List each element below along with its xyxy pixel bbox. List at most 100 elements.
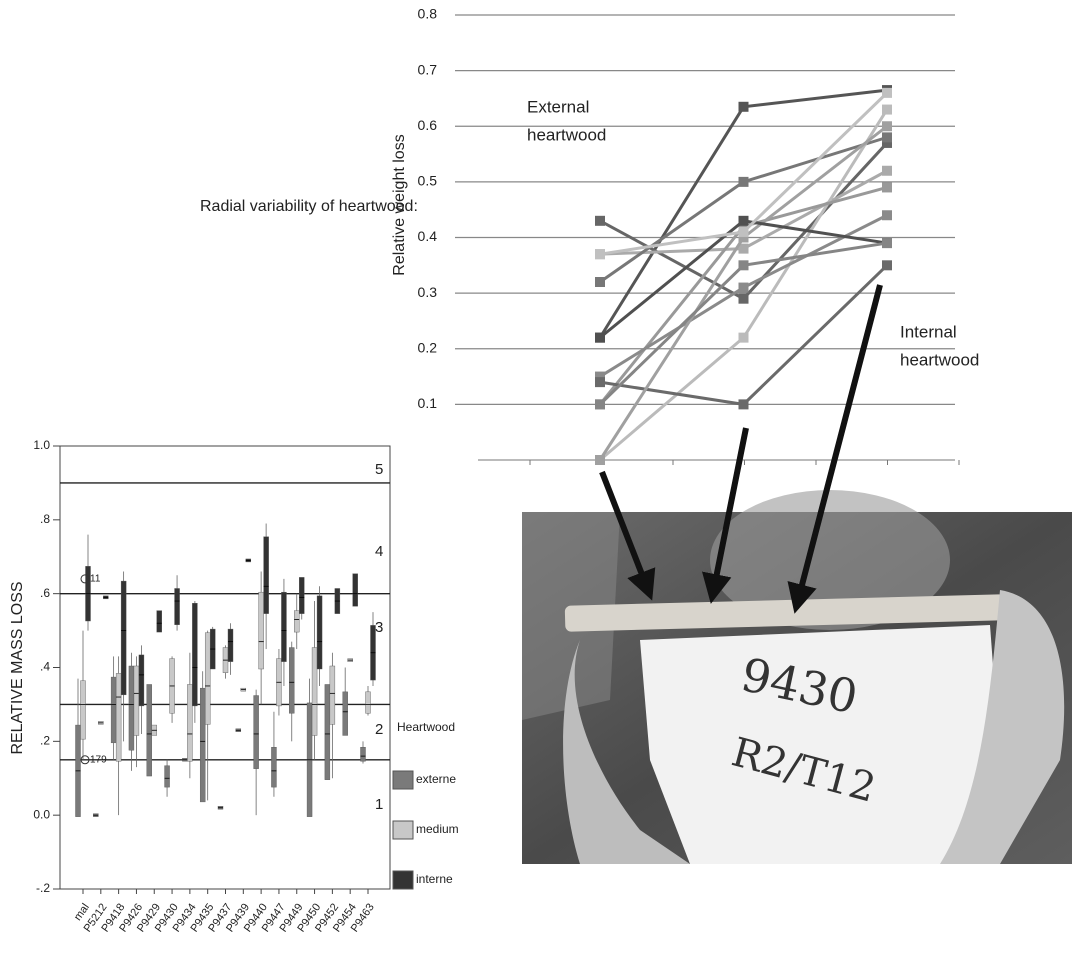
point: [738, 215, 749, 226]
box: [263, 536, 269, 614]
point: [882, 182, 892, 193]
y-tick-label: 1.0: [33, 438, 50, 452]
photo-core-sample: [564, 594, 1006, 632]
y-tick-label: 0.3: [418, 284, 438, 300]
point: [595, 371, 605, 382]
box: [199, 687, 206, 803]
arrows: [599, 284, 883, 614]
y-axis-label: Relative weight loss: [391, 134, 408, 275]
box: [204, 632, 211, 725]
box: [192, 603, 198, 707]
box: [342, 691, 348, 736]
box: [289, 647, 295, 714]
box: [80, 680, 86, 740]
outlier: [80, 755, 90, 765]
point: [595, 399, 605, 410]
point: [882, 210, 892, 221]
y-tick-label: 0.6: [418, 117, 438, 133]
point: [882, 121, 892, 132]
box: [115, 673, 122, 762]
photo-person: [710, 490, 950, 630]
box: [187, 684, 193, 762]
class-label: 5: [375, 461, 383, 478]
y-tick-label: .8: [40, 512, 50, 526]
y-tick-label: 0.4: [418, 228, 438, 244]
point: [882, 132, 892, 143]
class-label: 4: [375, 543, 383, 560]
legend-title: Heartwood: [397, 720, 455, 734]
point: [882, 165, 892, 176]
legend-label: medium: [416, 822, 459, 836]
outlier-label: 11: [90, 574, 101, 585]
box: [329, 665, 336, 725]
arrow: [787, 284, 883, 614]
box: [365, 691, 371, 714]
y-tick-label: .2: [40, 734, 50, 748]
point: [738, 101, 749, 112]
box: [120, 580, 127, 696]
class-label: 3: [375, 619, 383, 636]
legend-swatch: [392, 770, 414, 790]
box: [271, 747, 277, 788]
box: [294, 610, 300, 633]
point: [882, 260, 892, 271]
box: [352, 573, 358, 607]
caption: Radial variability of heartwood:: [200, 198, 418, 215]
legend-swatch: [392, 820, 414, 840]
outlier: [80, 574, 90, 584]
box: [281, 591, 287, 662]
y-tick-label: .4: [40, 660, 50, 674]
legend-label: interne: [416, 872, 453, 886]
box: [258, 591, 264, 670]
point: [595, 377, 605, 388]
box: [146, 684, 152, 777]
point: [738, 226, 749, 237]
arrow: [701, 427, 749, 604]
box: [110, 676, 117, 744]
point: [595, 332, 605, 343]
point: [738, 293, 749, 304]
point: [595, 215, 605, 226]
photo-bag: [640, 625, 1000, 864]
box: [299, 577, 305, 614]
box: [174, 588, 180, 625]
box: [133, 665, 140, 736]
y-tick-label: 0.7: [418, 61, 438, 77]
box-chart: -.2 0.0 .2 .4 .6 .8 1.0 RELATIVE MASS LOSS 5 4 3 2 1…: [9, 438, 458, 934]
annotation: heartwood: [900, 350, 979, 369]
annotation: heartwood: [527, 125, 606, 144]
arrow: [599, 470, 656, 601]
box: [316, 595, 323, 670]
box: [138, 654, 145, 707]
point: [738, 332, 749, 343]
point: [882, 238, 892, 249]
legend-swatch: [392, 870, 414, 890]
box: [253, 695, 259, 769]
point: [738, 176, 749, 187]
point: [738, 282, 749, 293]
photo-left-hand: [563, 640, 690, 864]
box: [360, 747, 366, 762]
legend-label: externe: [416, 772, 456, 786]
y-tick-label: .6: [40, 586, 50, 600]
annotation: Internal: [900, 322, 957, 341]
point: [738, 260, 749, 271]
annotation: External: [527, 97, 589, 116]
class-label: 1: [375, 796, 383, 813]
box: [311, 647, 318, 736]
y-tick-label: 0.2: [418, 339, 438, 355]
point: [738, 232, 749, 243]
y-tick-label: 0.1: [418, 395, 438, 411]
y-tick-label: 0.5: [418, 173, 438, 189]
point: [882, 137, 892, 148]
line-chart: 0.1 0.2 0.3 0.4 0.5 0.6 0.7 0.8 Relative weight …: [391, 6, 979, 465]
box: [128, 665, 135, 751]
box: [164, 765, 170, 788]
point: [882, 87, 892, 98]
box: [156, 610, 162, 633]
box: [227, 628, 234, 662]
photo: 9430 R2/T12: [522, 490, 1072, 864]
point: [595, 455, 605, 465]
point: [595, 277, 605, 287]
